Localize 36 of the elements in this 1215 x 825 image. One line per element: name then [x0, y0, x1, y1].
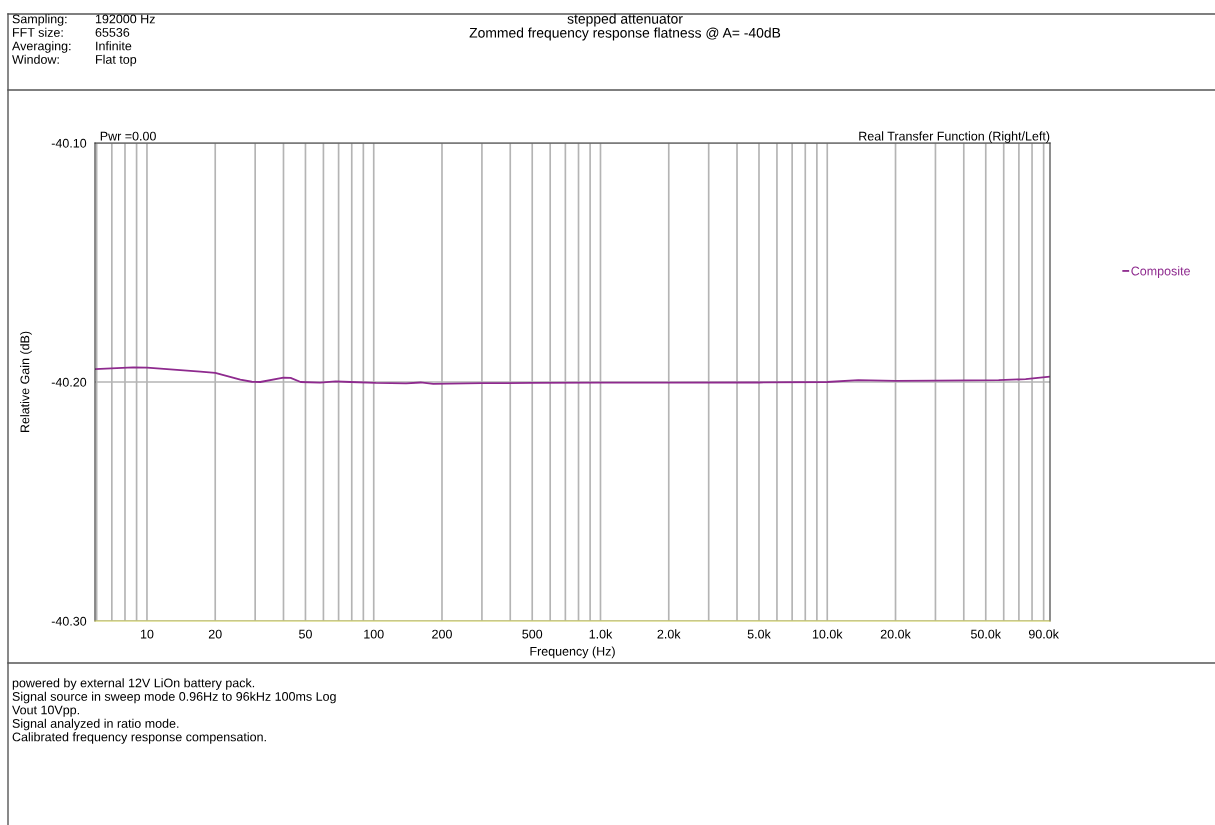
text: Sampling:	[12, 14, 67, 26]
x-tick-label: 50.0k	[970, 629, 1002, 639]
x-tick-label: 5.0k	[747, 629, 771, 639]
text: Pwr =0.00	[100, 131, 156, 141]
text: 192000 Hz	[95, 14, 155, 24]
y-tick-label: -40.30	[51, 616, 87, 626]
y-tick-label: -40.20	[51, 377, 87, 387]
text: Vout 10Vpp.	[12, 705, 79, 717]
x-tick-label: 20.0k	[880, 629, 911, 639]
text: FFT size:	[13, 27, 63, 37]
x-tick-label: 90.0k	[1028, 629, 1059, 639]
x-tick-label: 200	[432, 629, 452, 639]
legend-label: Composite	[1131, 266, 1190, 278]
x-tick-label: 10	[140, 629, 154, 639]
y-tick-label: -40.10	[51, 138, 87, 148]
text: Signal analyzed in ratio mode.	[12, 718, 179, 731]
x-tick-label: 1.0k	[589, 629, 613, 639]
text: 65536	[95, 28, 130, 37]
annotation: Real Transfer Function (Right/Left)	[859, 131, 1050, 143]
text: Averaging:	[12, 41, 71, 53]
x-tick-label: 10.0k	[812, 629, 843, 639]
chart-title: stepped attenuator	[567, 13, 683, 27]
x-axis-title: Frequency (Hz)	[530, 646, 615, 659]
text: Calibrated frequency response compensation.	[12, 732, 266, 744]
text: Infinite	[96, 41, 132, 51]
text: Flat top	[96, 54, 137, 67]
x-tick-label: 20	[208, 629, 222, 639]
text: Window:	[12, 54, 59, 64]
text: powered by external 12V LiOn battery pack.	[12, 678, 255, 690]
x-tick-label: 500	[522, 629, 543, 639]
text: Signal source in sweep mode 0.96Hz to 96kHz 100ms Log	[12, 691, 336, 704]
x-tick-label: 2.0k	[657, 629, 681, 639]
chart-subtitle: Zommed frequency response flatness @ A= -40dB	[469, 27, 781, 41]
y-axis-title: Relative Gain (dB)	[20, 331, 32, 433]
x-tick-label: 100	[364, 629, 384, 639]
x-tick-label: 50	[299, 629, 312, 639]
